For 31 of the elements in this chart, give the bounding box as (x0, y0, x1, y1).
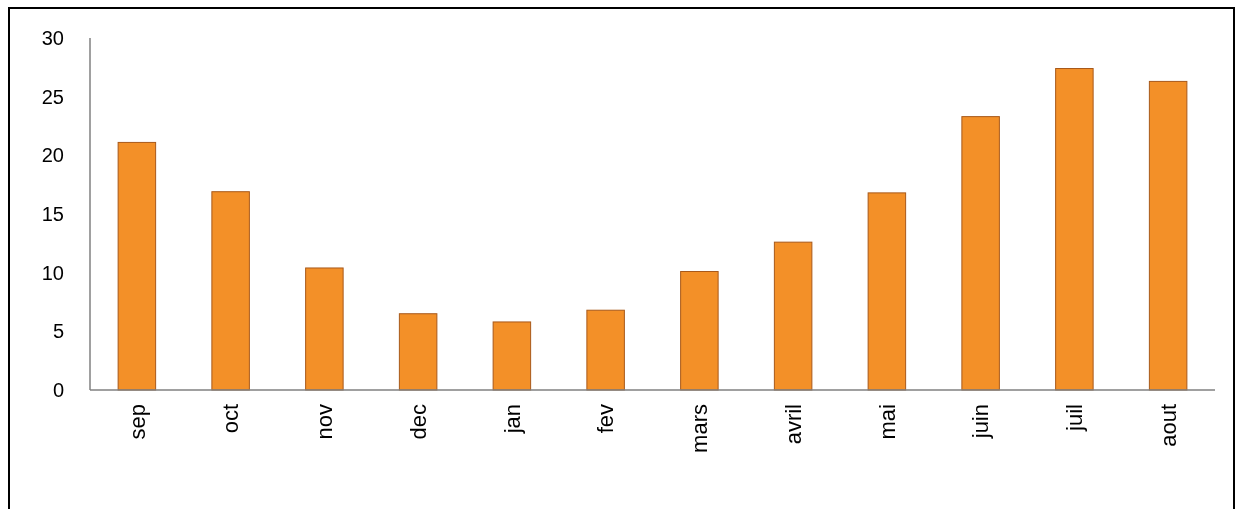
bar (680, 270, 719, 391)
bar (492, 321, 532, 391)
bar (867, 192, 907, 391)
y-tick-label: 20 (41, 144, 64, 167)
bar (398, 313, 438, 391)
bar (117, 141, 157, 391)
y-tick-label: 15 (41, 203, 64, 225)
bar (586, 309, 625, 391)
bar (1148, 80, 1188, 391)
x-tick-label: mars (687, 404, 713, 453)
x-tick-label: nov (312, 404, 338, 440)
bar (773, 241, 813, 391)
x-tick-label: oct (218, 404, 244, 434)
x-tick-label: avril (780, 404, 806, 445)
x-tick-label: jan (499, 404, 525, 435)
x-tick-label: fev (593, 404, 619, 434)
bar (211, 191, 250, 391)
y-tick-label: 25 (41, 85, 64, 108)
x-tick-label: juin (968, 404, 994, 440)
x-tick-label: mai (874, 404, 900, 440)
y-tick-label: 10 (41, 261, 64, 284)
bar (961, 116, 1000, 391)
bar (1055, 68, 1094, 391)
bar (305, 267, 344, 391)
x-tick-label: sep (124, 404, 150, 440)
y-tick-label: 0 (52, 379, 64, 401)
y-tick-label: 5 (52, 320, 64, 343)
x-tick-label: dec (405, 404, 431, 440)
x-tick-label: aout (1155, 404, 1181, 447)
y-tick-label: 30 (41, 27, 64, 49)
x-tick-label: juil (1062, 404, 1088, 432)
